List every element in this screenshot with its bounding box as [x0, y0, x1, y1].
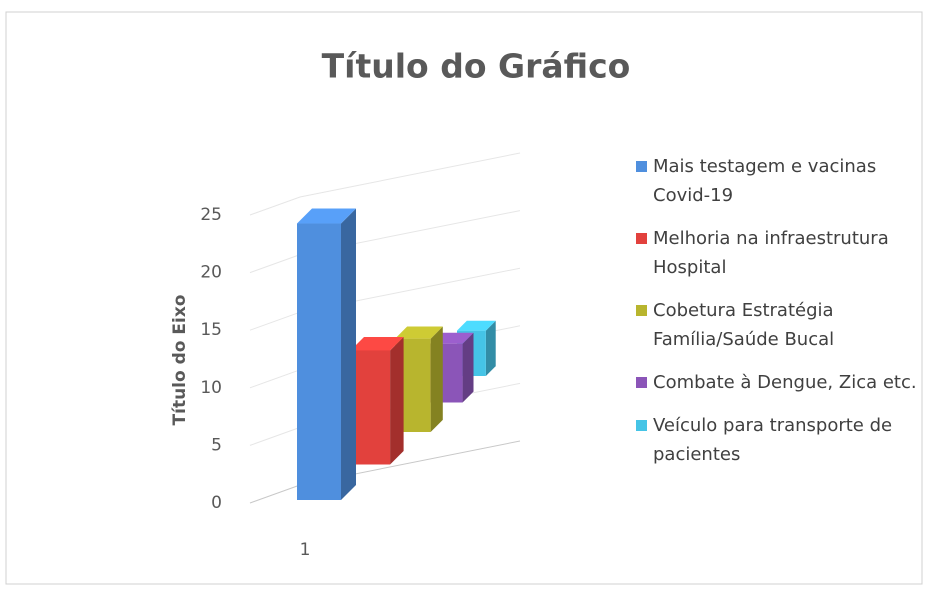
legend-label: Mais testagem e vacinas Covid-19	[653, 156, 877, 206]
y-tick-label: 25	[200, 205, 222, 225]
legend-swatch	[636, 233, 647, 244]
x-tick-label: 1	[300, 540, 311, 560]
bar-side	[341, 208, 356, 500]
bar-side	[462, 332, 474, 403]
legend-label: Veículo para transporte de pacientes	[653, 415, 893, 465]
bar-side	[390, 336, 404, 465]
bar-top	[297, 208, 356, 224]
legend-entry: Mais testagem e vacinas Covid-19	[636, 152, 926, 210]
bar-front	[350, 350, 391, 465]
bar-top	[395, 326, 443, 339]
y-tick-label: 20	[200, 263, 222, 283]
y-axis-title: Título do Eixo	[170, 295, 190, 426]
legend-entry: Cobetura Estratégia Família/Saúde Bucal	[636, 296, 926, 354]
legend-swatch	[636, 305, 647, 316]
legend-entry: Combate à Dengue, Zica etc.	[636, 368, 926, 397]
bar-side	[485, 320, 496, 376]
bar	[297, 208, 356, 500]
y-tick-label: 5	[211, 435, 222, 455]
bar-front	[297, 223, 341, 500]
y-tick-label: 10	[200, 378, 222, 398]
bar-top	[457, 320, 496, 331]
legend-entry: Veículo para transporte de pacientes	[636, 411, 926, 469]
bar	[350, 336, 404, 465]
grid-line	[249, 210, 521, 274]
y-tick-label: 0	[211, 493, 222, 513]
bar-side	[430, 326, 443, 432]
bar-top	[350, 336, 404, 351]
legend: Mais testagem e vacinas Covid-19 Melhoria…	[636, 152, 926, 483]
legend-entry: Melhoria na infraestrutura Hospital	[636, 224, 926, 282]
legend-label: Melhoria na infraestrutura Hospital	[653, 228, 889, 278]
chart-title: Título do Gráfico	[322, 47, 631, 86]
chart-border	[5, 11, 923, 585]
legend-label: Cobetura Estratégia Família/Saúde Bucal	[653, 300, 835, 350]
legend-swatch	[636, 161, 647, 172]
y-tick-label: 15	[200, 320, 222, 340]
legend-label: Combate à Dengue, Zica etc.	[653, 372, 917, 393]
legend-swatch	[636, 420, 647, 431]
grid-line	[249, 152, 521, 216]
legend-swatch	[636, 377, 647, 388]
